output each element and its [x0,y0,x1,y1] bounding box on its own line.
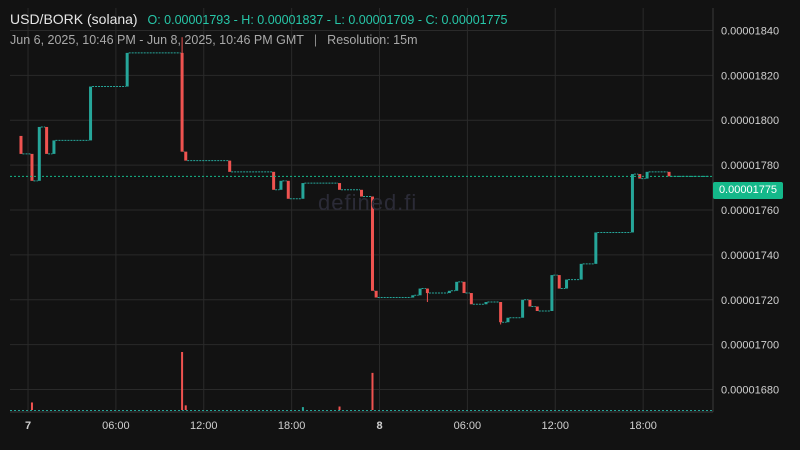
candle [565,279,569,289]
candle [557,275,561,289]
last-price-tag: 0.00001775 [713,182,783,199]
volume-bar [371,372,374,410]
volume-bar [338,406,341,410]
candle [484,302,488,305]
volume-bars [10,352,713,411]
header-separator: | [313,33,318,47]
volume-bar [184,405,187,410]
candle [630,174,634,233]
candlesticks [19,37,709,325]
candle [667,171,671,177]
candle [447,290,451,294]
volume-bar [181,352,184,410]
candle [370,196,374,291]
candle [594,232,598,264]
y-tick-label: 0.00001680 [721,385,779,397]
candle [425,288,429,294]
y-axis: 0.00001680 0.00001700 0.00001720 0.00001740… [712,8,779,412]
y-tick-label: 0.00001720 [721,295,779,307]
y-tick-label: 0.00001840 [721,25,779,37]
candle [279,180,283,190]
date-range-label: Jun 6, 2025, 10:46 PM - Jun 8, 2025, 10:… [10,33,304,47]
candle [37,126,41,181]
y-tick-label: 0.00001700 [721,340,779,352]
x-tick-label: 12:00 [190,420,218,432]
chart-header: USD/BORK (solana) O: 0.00001793 - H: 0.0… [10,11,507,27]
candle [645,171,649,179]
x-tick-label: 18:00 [629,420,657,432]
candle [521,299,525,318]
y-tick-label: 0.00001800 [721,115,779,127]
candle [52,140,56,154]
watermark: defined.fi [318,190,418,215]
candle [45,126,49,154]
x-tick-label: 7 [25,420,31,432]
x-tick-label: 8 [376,420,382,432]
candle [272,171,276,190]
candle [550,275,554,311]
x-tick-label: 12:00 [541,420,569,432]
candle [462,281,466,294]
chart-grid [10,8,713,412]
candle [180,52,184,152]
candle [338,183,342,190]
candle [499,302,503,323]
candle [535,306,539,311]
candle [228,160,232,172]
candle [506,317,510,323]
candle [579,263,583,280]
chart-subheader: Jun 6, 2025, 10:46 PM - Jun 8, 2025, 10:… [10,33,418,47]
candle [418,288,422,296]
candle [89,86,93,141]
volume-bar [301,407,304,410]
candle [360,189,363,197]
y-tick-label: 0.00001780 [721,160,779,172]
candle [30,153,34,181]
candle [301,183,305,199]
y-tick-label: 0.00001760 [721,205,779,217]
candle [455,281,459,291]
y-tick-label: 0.00001820 [721,70,779,82]
volume-bar [30,402,33,410]
x-tick-label: 18:00 [278,420,306,432]
candle [528,299,532,307]
ohlc-readout: O: 0.00001793 - H: 0.00001837 - L: 0.000… [147,13,508,27]
candle [469,293,473,305]
candle [411,295,415,298]
symbol-label: USD/BORK (solana) [10,11,138,27]
x-tick-label: 06:00 [454,420,482,432]
x-axis: 7 06:00 12:00 18:00 8 06:00 12:00 18:00 [10,411,713,432]
candle [286,180,290,199]
candle [184,151,188,161]
candle [19,135,23,154]
y-tick-label: 0.00001740 [721,250,779,262]
candle [374,290,378,298]
resolution-label: Resolution: 15m [327,33,418,47]
x-tick-label: 06:00 [102,420,130,432]
candle [125,52,129,87]
